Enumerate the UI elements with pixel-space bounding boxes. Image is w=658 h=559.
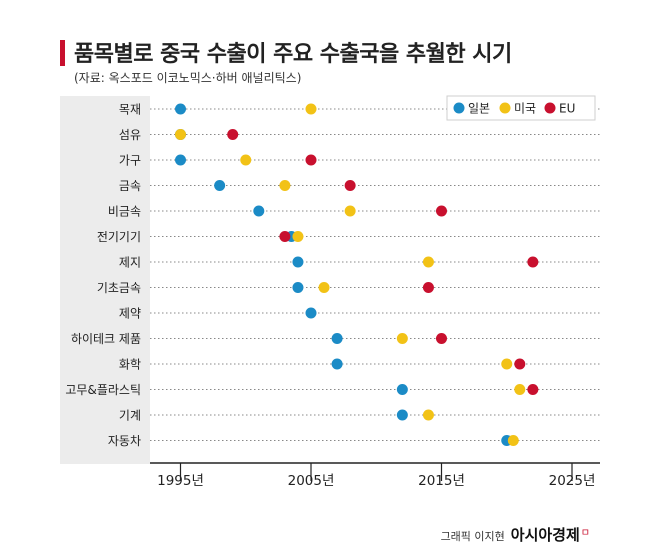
category-label: 기초금속 (97, 281, 141, 295)
legend-marker-eu (544, 102, 556, 114)
brand-logo: 아시아경제 (510, 526, 580, 544)
grid-lines (150, 108, 600, 441)
legend: 일본 미국 EU (446, 95, 596, 121)
legend-label-usa: 미국 (514, 102, 536, 116)
data-point-japan (396, 384, 408, 395)
data-point-usa (422, 409, 434, 421)
category-label: 금속 (119, 179, 141, 193)
data-point-japan (292, 282, 304, 293)
legend-label-eu: EU (559, 102, 575, 116)
data-point-japan (214, 180, 226, 191)
credit-text: 그래픽 이지현 (440, 530, 505, 543)
legend-box (446, 95, 596, 121)
data-point-eu (422, 282, 434, 293)
category-label: 제지 (119, 256, 141, 270)
data-point-japan (331, 358, 343, 370)
data-point-usa (279, 180, 291, 191)
legend-marker-japan (453, 102, 465, 114)
category-label: 기계 (119, 409, 141, 423)
data-points (175, 103, 539, 446)
legend-label-japan: 일본 (468, 102, 490, 116)
category-label: 전기기기 (97, 230, 141, 244)
category-label: 제약 (119, 306, 141, 321)
data-point-eu (436, 205, 447, 217)
data-point-japan (175, 103, 186, 115)
x-tick-label: 1995년 (157, 473, 204, 489)
category-label: 하이테크 제품 (71, 332, 141, 346)
x-tick-label: 2015년 (418, 473, 465, 489)
data-point-eu (514, 358, 526, 370)
credit-line: 그래픽 이지현 아시아경제ㅁ (441, 524, 590, 545)
category-label: 목재 (119, 103, 141, 117)
data-point-eu (527, 256, 539, 268)
data-point-usa (507, 435, 519, 446)
data-point-usa (396, 333, 408, 344)
category-label: 비금속 (108, 205, 141, 219)
data-point-usa (240, 154, 252, 166)
data-point-usa (305, 103, 317, 115)
data-point-usa (344, 205, 356, 217)
category-panel (60, 96, 150, 464)
data-point-usa (318, 282, 330, 293)
data-point-japan (175, 154, 186, 166)
data-point-usa (175, 129, 186, 140)
data-point-eu (305, 154, 317, 166)
category-label: 가구 (119, 154, 141, 168)
chart-source: (자료: 옥스포드 이코노믹스·하버 애널리틱스) (74, 71, 302, 85)
data-point-eu (436, 333, 447, 344)
category-label: 화학 (119, 358, 141, 372)
legend-marker-usa (499, 102, 511, 114)
data-point-usa (422, 256, 434, 268)
title-accent-bar (60, 40, 65, 66)
data-point-usa (514, 384, 526, 395)
category-label: 고무&플라스틱 (65, 383, 141, 397)
category-label: 자동차 (108, 434, 141, 448)
data-point-usa (501, 358, 513, 370)
x-tick-label: 2025년 (549, 473, 596, 489)
data-point-usa (292, 231, 304, 242)
data-point-japan (253, 205, 265, 217)
data-point-eu (227, 129, 239, 140)
data-point-japan (396, 409, 408, 421)
data-point-japan (305, 307, 317, 319)
category-label: 섬유 (119, 128, 141, 142)
data-point-eu (344, 180, 356, 191)
chart-title: 품목별로 중국 수출이 주요 수출국을 추월한 시기 (74, 42, 512, 67)
data-point-eu (527, 384, 539, 395)
brand-mark: ㅁ (580, 528, 590, 539)
x-axis: 1995년 2005년 2015년 2025년 (150, 462, 600, 489)
data-point-japan (292, 256, 304, 268)
data-point-japan (331, 333, 343, 344)
x-tick-label: 2005년 (288, 473, 335, 489)
data-point-eu (279, 231, 291, 242)
